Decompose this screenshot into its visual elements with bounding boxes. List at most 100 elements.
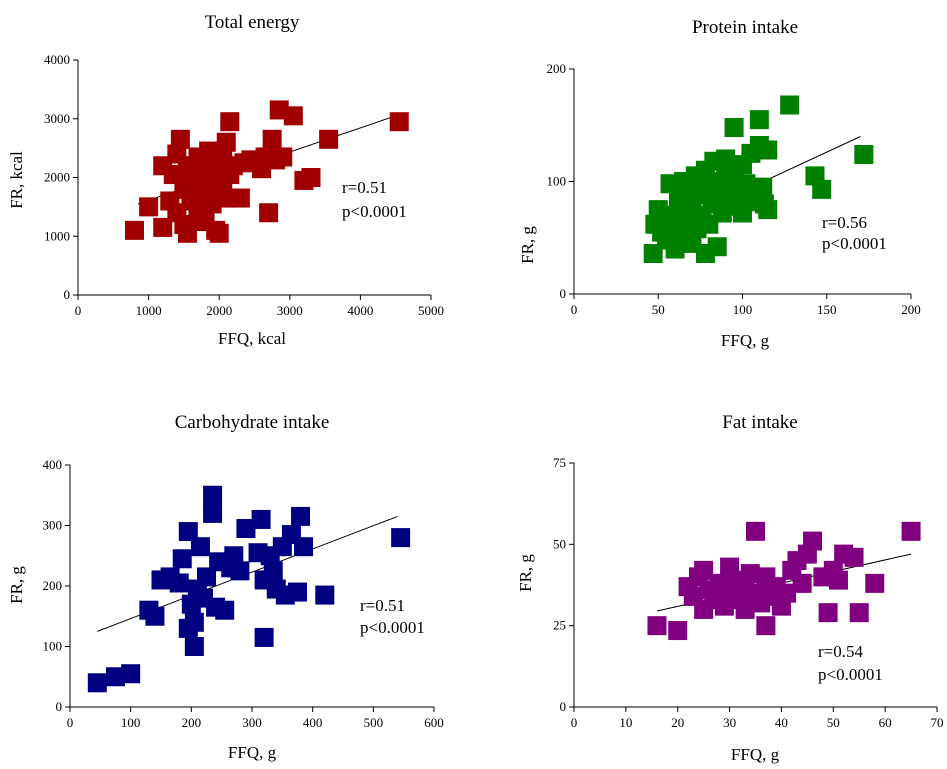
data-point	[203, 503, 223, 523]
x-tick-label: 70	[931, 715, 944, 730]
y-tick-label: 300	[43, 518, 63, 533]
data-point	[694, 560, 714, 580]
data-point	[724, 118, 744, 137]
data-point	[197, 567, 216, 587]
data-point	[818, 603, 838, 623]
data-point	[749, 110, 769, 130]
y-tick-label: 0	[56, 699, 63, 714]
data-point	[647, 616, 667, 636]
y-tick-label: 2000	[44, 170, 70, 185]
data-point	[758, 140, 778, 160]
y-tick-label: 0	[64, 287, 71, 302]
x-tick-label: 150	[817, 302, 837, 317]
data-point	[169, 573, 189, 593]
y-axis-label: FR, g	[518, 226, 537, 264]
x-tick-label: 60	[879, 715, 892, 730]
data-point	[901, 521, 921, 541]
panel-title: Carbohydrate intake	[175, 412, 330, 433]
data-point	[301, 168, 321, 187]
correlation-r: r=0.54	[818, 642, 863, 661]
data-point	[224, 546, 244, 566]
x-tick-label: 50	[652, 302, 665, 317]
data-point	[178, 522, 198, 542]
data-point	[753, 177, 773, 197]
data-point	[203, 485, 223, 505]
x-tick-label: 5000	[418, 303, 444, 318]
data-point	[391, 528, 411, 548]
panel-title: Total energy	[205, 12, 300, 33]
y-tick-label: 0	[560, 699, 567, 714]
data-point	[288, 582, 307, 602]
data-point	[735, 599, 755, 619]
panel-title: Fat intake	[722, 412, 797, 433]
y-tick-label: 1000	[44, 228, 70, 243]
x-tick-label: 2000	[206, 303, 232, 318]
data-point	[294, 537, 314, 557]
data-point	[236, 519, 256, 539]
data-point	[220, 112, 240, 132]
x-tick-label: 100	[733, 302, 753, 317]
data-point	[740, 564, 760, 584]
x-tick-label: 3000	[277, 303, 303, 318]
correlation-r: r=0.51	[360, 596, 405, 615]
data-point	[758, 200, 778, 220]
data-point	[251, 509, 271, 529]
data-point	[254, 627, 274, 647]
y-tick-label: 25	[553, 618, 566, 633]
x-axis-label: FFQ, g	[731, 745, 780, 764]
data-point	[177, 223, 197, 243]
panel-total-energy: Total energy FFQ, kcal FR, kcal r=0.51 p…	[7, 12, 444, 348]
x-tick-label: 600	[424, 715, 444, 730]
data-point	[756, 616, 776, 636]
data-point	[854, 145, 874, 164]
data-point	[315, 585, 335, 605]
data-point	[139, 197, 159, 217]
data-point	[865, 573, 885, 593]
data-point	[668, 621, 688, 641]
data-point	[170, 129, 190, 149]
x-tick-label: 0	[75, 303, 82, 318]
data-point	[172, 549, 192, 569]
x-tick-label: 50	[827, 715, 840, 730]
y-tick-label: 400	[43, 457, 63, 472]
panel-carbohydrate-intake: Carbohydrate intake FFQ, g FR, g r=0.51 …	[7, 412, 444, 762]
data-point	[746, 521, 765, 541]
y-tick-label: 3000	[44, 111, 70, 126]
correlation-r: r=0.51	[342, 178, 387, 197]
data-point	[803, 531, 823, 551]
data-point	[792, 573, 812, 593]
data-point	[273, 147, 293, 167]
x-tick-label: 0	[571, 302, 578, 317]
data-point	[190, 537, 210, 557]
data-point	[319, 129, 339, 149]
x-tick-label: 400	[303, 715, 323, 730]
data-point	[209, 223, 229, 243]
data-point	[230, 188, 250, 208]
p-value: p<0.0001	[822, 234, 887, 253]
x-tick-label: 100	[121, 715, 141, 730]
y-tick-label: 50	[553, 536, 566, 551]
y-tick-label: 100	[547, 174, 567, 189]
data-point	[124, 220, 144, 240]
data-point	[291, 506, 311, 526]
data-point	[87, 673, 107, 693]
x-tick-label: 0	[67, 715, 74, 730]
x-tick-label: 1000	[136, 303, 162, 318]
data-point	[145, 606, 165, 626]
x-tick-label: 40	[775, 715, 788, 730]
data-point	[828, 570, 848, 590]
y-axis-label: FR, g	[516, 554, 535, 592]
panel-protein-intake: Protein intake FFQ, g FR, g r=0.56 p<0.0…	[518, 17, 921, 350]
y-tick-label: 4000	[44, 52, 70, 67]
data-point	[153, 217, 173, 237]
y-tick-label: 0	[560, 286, 567, 301]
data-point	[106, 667, 125, 687]
data-point	[812, 179, 832, 199]
x-axis-label: FFQ, g	[228, 743, 277, 762]
x-tick-label: 4000	[347, 303, 373, 318]
x-tick-label: 500	[364, 715, 384, 730]
x-tick-label: 20	[671, 715, 684, 730]
data-point	[707, 237, 727, 257]
data-point	[121, 664, 141, 684]
